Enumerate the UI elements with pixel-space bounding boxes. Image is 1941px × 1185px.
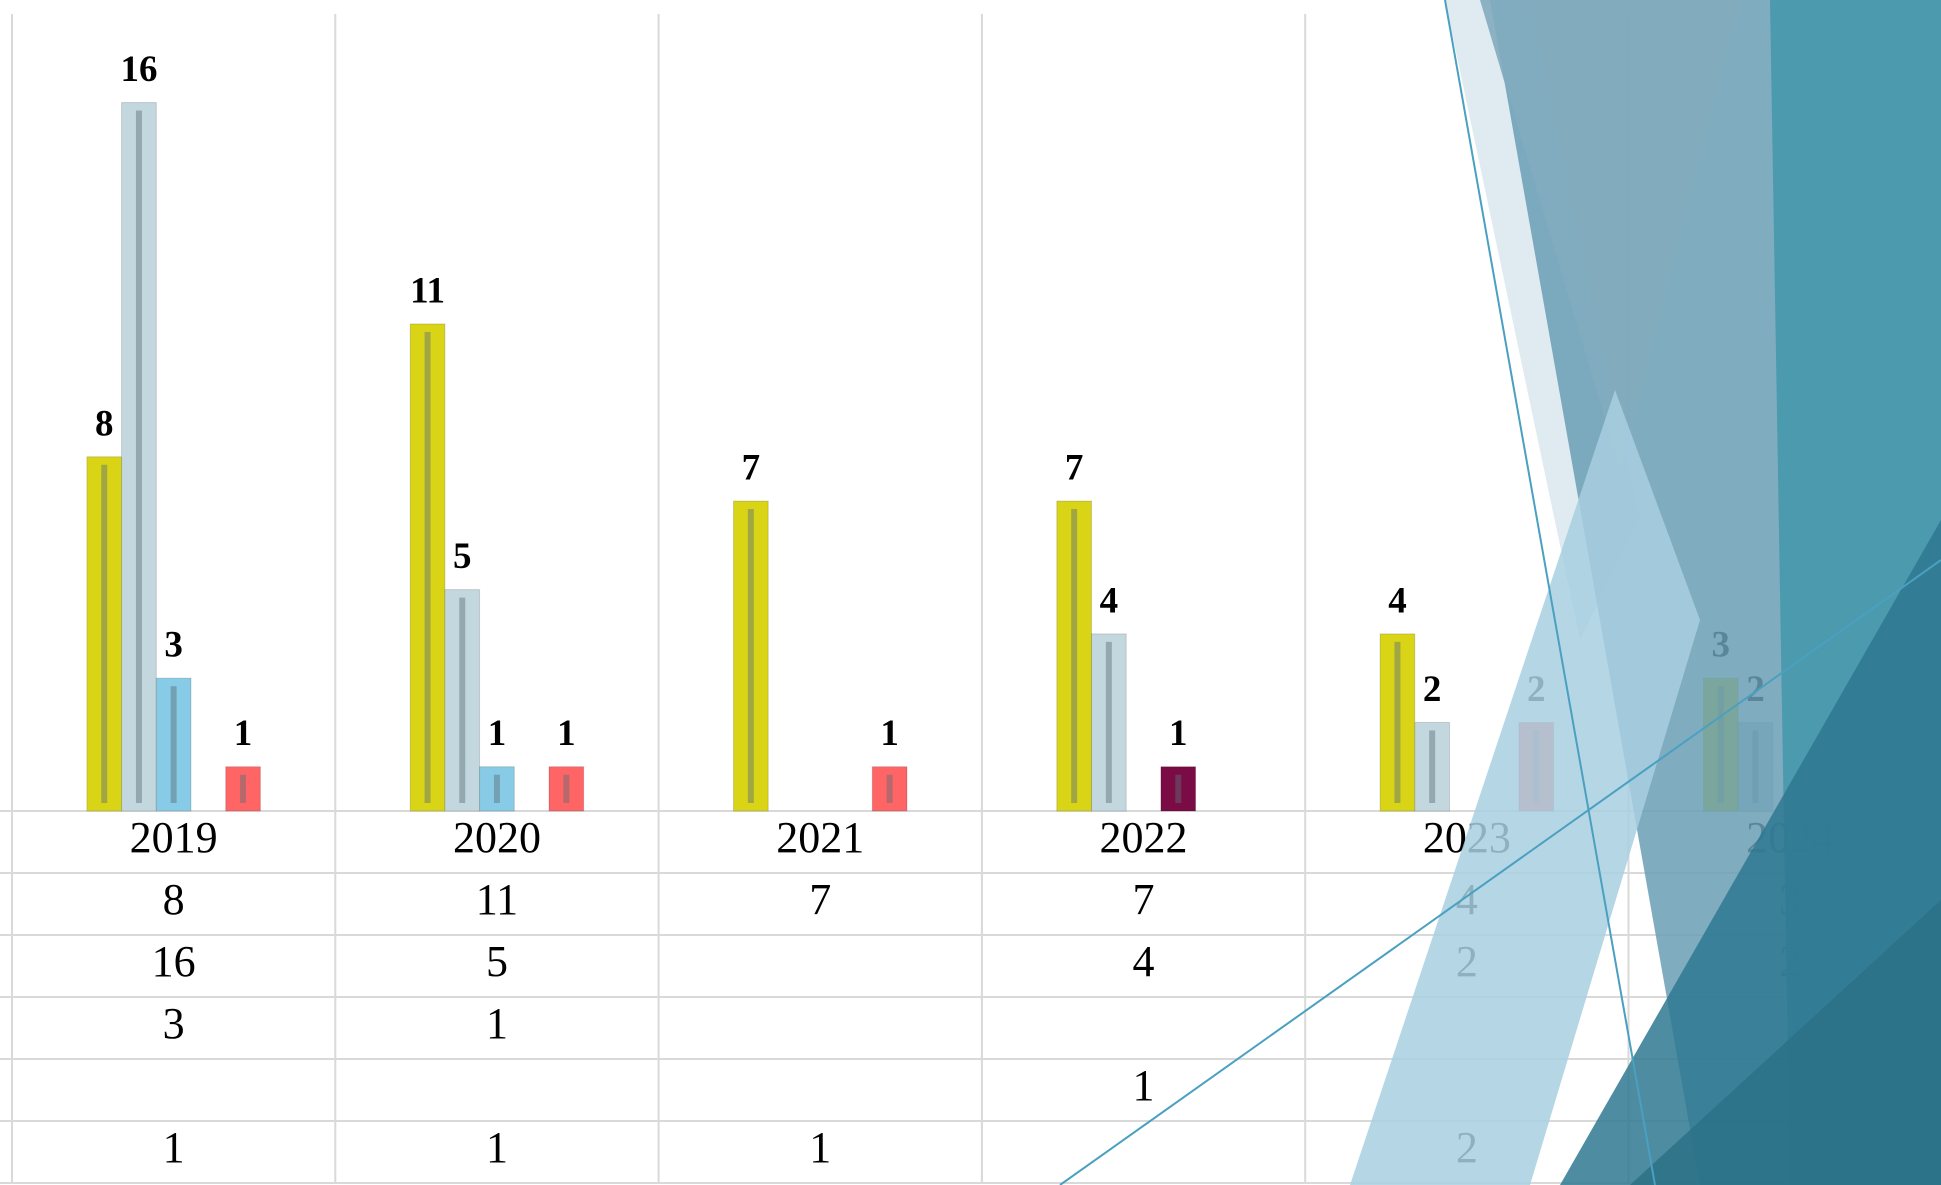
table-cell: 7 bbox=[809, 875, 831, 924]
category-label: 2021 bbox=[776, 813, 864, 862]
bar-highlight bbox=[1718, 686, 1724, 803]
deco-line bbox=[1445, 0, 1655, 1185]
bar-highlight bbox=[563, 775, 569, 803]
data-label: 7 bbox=[742, 448, 761, 489]
data-label: 11 bbox=[410, 270, 445, 311]
table-cell: 4 bbox=[1133, 937, 1155, 986]
bar-highlight bbox=[494, 775, 500, 803]
bar-highlight bbox=[748, 509, 754, 803]
table-cell: 2 bbox=[1456, 937, 1478, 986]
table-cell: 1 bbox=[486, 999, 508, 1048]
category-label: 2024 bbox=[1746, 813, 1834, 862]
data-label: 3 bbox=[1712, 625, 1731, 666]
data-label: 1 bbox=[880, 713, 899, 754]
bar-highlight bbox=[1429, 730, 1435, 803]
table-cell: 2 bbox=[1779, 937, 1801, 986]
data-label: 1 bbox=[557, 713, 576, 754]
table-cell: 7 bbox=[1133, 875, 1155, 924]
bar-highlight bbox=[887, 775, 893, 803]
category-label: 2023 bbox=[1423, 813, 1511, 862]
table-cell: 16 bbox=[152, 937, 196, 986]
table-cell: 1 bbox=[809, 1123, 831, 1172]
category-label: 2020 bbox=[453, 813, 541, 862]
bar-highlight bbox=[1533, 730, 1539, 803]
bar-highlight bbox=[1752, 730, 1758, 803]
bar-highlight bbox=[101, 465, 107, 803]
data-label: 16 bbox=[120, 49, 157, 90]
bar-highlight bbox=[1106, 642, 1112, 803]
table-cell: 1 bbox=[163, 1123, 185, 1172]
data-label: 1 bbox=[234, 713, 253, 754]
bar-highlight bbox=[240, 775, 246, 803]
background-decoration bbox=[1060, 0, 1941, 1185]
table-cell: 4 bbox=[1456, 875, 1478, 924]
bar-highlight bbox=[1071, 509, 1077, 803]
page: {"chart_data": {"type": "bar", "categori… bbox=[0, 0, 1941, 1185]
deco-shape bbox=[1480, 0, 1740, 470]
data-label: 3 bbox=[164, 625, 183, 666]
category-label: 2019 bbox=[130, 813, 218, 862]
table-cell: 3 bbox=[1779, 875, 1801, 924]
table-cell: 8 bbox=[163, 875, 185, 924]
deco-shape bbox=[1490, 0, 1941, 1185]
table-cell: 2 bbox=[1456, 1123, 1478, 1172]
bar-highlight bbox=[1175, 775, 1181, 803]
bar-highlight bbox=[1394, 642, 1400, 803]
bar-highlight bbox=[171, 686, 177, 803]
data-label: 2 bbox=[1527, 669, 1546, 710]
bar-highlight bbox=[425, 332, 431, 803]
table-cell: 1 bbox=[1133, 1061, 1155, 1110]
data-label: 2 bbox=[1423, 669, 1442, 710]
data-label: 1 bbox=[1169, 713, 1188, 754]
table-cell: 3 bbox=[163, 999, 185, 1048]
plot-area: 2019881616331120201111551111202177112022… bbox=[0, 14, 1941, 1183]
deco-shape bbox=[1770, 0, 1941, 1185]
bar-highlight bbox=[459, 598, 465, 803]
category-label: 2022 bbox=[1100, 813, 1188, 862]
data-label: 8 bbox=[95, 403, 114, 444]
table-cell: 11 bbox=[476, 875, 518, 924]
chart: 2019881616331120201111551111202177112022… bbox=[0, 0, 1941, 1185]
table-cell: 5 bbox=[486, 937, 508, 986]
data-label: 4 bbox=[1100, 580, 1119, 621]
data-label: 2 bbox=[1746, 669, 1765, 710]
table-cell: 1 bbox=[486, 1123, 508, 1172]
data-label: 1 bbox=[488, 713, 507, 754]
data-label: 7 bbox=[1065, 448, 1084, 489]
data-label: 4 bbox=[1388, 580, 1407, 621]
data-label: 5 bbox=[453, 536, 472, 577]
deco-shape bbox=[1445, 0, 1640, 640]
bar-highlight bbox=[136, 111, 142, 803]
